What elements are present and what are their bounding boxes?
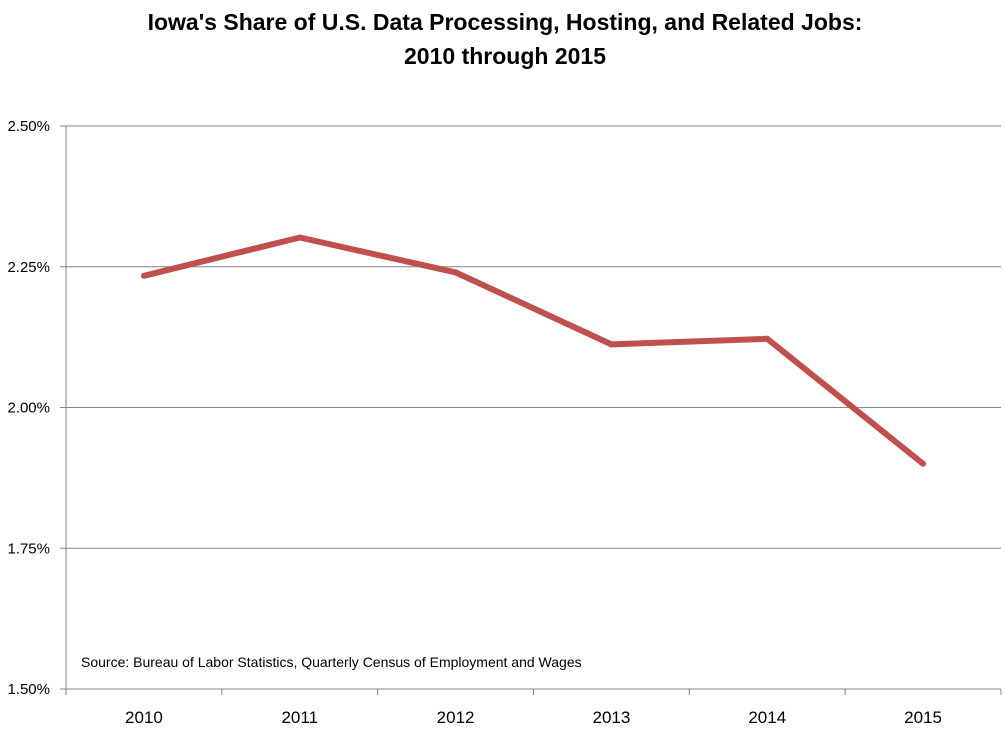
x-tick-label-2012: 2012 xyxy=(437,708,475,727)
series-line-0 xyxy=(143,234,925,467)
source-annotation: Source: Bureau of Labor Statistics, Quar… xyxy=(81,654,582,670)
chart-title-line-2: 2010 through 2015 xyxy=(404,43,606,69)
data-point-2013 xyxy=(608,341,615,348)
y-axis: 2.50% 2.25% 2.00% 1.75% 1.50% xyxy=(7,118,67,698)
data-point-2011 xyxy=(296,234,303,241)
data-point-2010 xyxy=(140,272,147,279)
y-tick-label-1: 2.25% xyxy=(7,259,50,276)
y-tick-label-2: 2.00% xyxy=(7,400,50,417)
x-tick-label-2010: 2010 xyxy=(125,708,163,727)
x-tick-label-2013: 2013 xyxy=(593,708,631,727)
data-point-2015 xyxy=(920,460,927,467)
data-point-2014 xyxy=(764,335,771,342)
y-tick-label-3: 1.75% xyxy=(7,540,50,557)
x-tick-label-2014: 2014 xyxy=(748,708,786,727)
x-tick-label-2015: 2015 xyxy=(904,708,942,727)
x-tick-label-2011: 2011 xyxy=(281,708,318,727)
x-axis: 2010 2011 2012 2013 2014 2015 xyxy=(65,688,1002,727)
chart-title-line-1: Iowa's Share of U.S. Data Processing, Ho… xyxy=(148,9,863,35)
gridlines xyxy=(66,125,1001,690)
series-layer xyxy=(140,234,927,467)
y-tick-label-4: 1.50% xyxy=(7,681,50,698)
y-tick-label-0: 2.50% xyxy=(7,118,50,135)
data-point-2012 xyxy=(452,269,459,276)
